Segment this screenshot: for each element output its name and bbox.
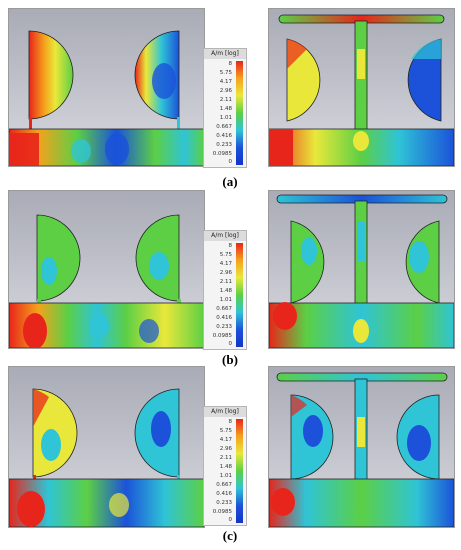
- field-plot-b-left: [9, 191, 204, 348]
- field-plot-a-right: [269, 9, 454, 166]
- colorbar-a-gradient: [236, 61, 243, 165]
- colorbar-b-tick: 0.416: [216, 315, 232, 321]
- colorbar-c-tick: 5.75: [219, 428, 232, 434]
- caption-b: (b): [222, 352, 238, 367]
- field-plot-a-left: [9, 9, 204, 166]
- colorbar-c-tick: 0.0985: [212, 509, 232, 515]
- colorbar-c-title: A/m [log]: [204, 407, 246, 417]
- colorbar-b-gradient: [236, 243, 243, 347]
- colorbar-a-tick: 5.75: [219, 70, 232, 76]
- field-plot-c-left: [9, 367, 204, 527]
- colorbar-b-tick: 5.75: [219, 252, 232, 258]
- colorbar-c-tick: 8: [228, 419, 233, 425]
- colorbar-b-title: A/m [log]: [204, 231, 246, 241]
- colorbar-b-tick: 2.11: [219, 279, 232, 285]
- colorbar-b-tick: 8: [228, 243, 233, 249]
- colorbar-c-tick: 1.01: [219, 473, 232, 479]
- colorbar-b-tick: 0.667: [216, 306, 232, 312]
- colorbar-b-tick: 4.17: [219, 261, 232, 267]
- colorbar-a: A/m [log] 8 5.75 4.17 2.96 2.11 1.48 1.0…: [203, 48, 247, 168]
- colorbar-c-gradient: [236, 419, 243, 523]
- colorbar-b-tick: 2.96: [219, 270, 232, 276]
- colorbar-c-tick: 4.17: [219, 437, 232, 443]
- colorbar-a-title: A/m [log]: [204, 49, 246, 59]
- field-plot-b-right: [269, 191, 454, 348]
- colorbar-a-tick: 8: [228, 61, 233, 67]
- colorbar-a-tick: 4.17: [219, 79, 232, 85]
- panel-c-left: [8, 366, 205, 528]
- colorbar-b-tick: 1.48: [219, 288, 232, 294]
- caption-c: (c): [222, 528, 238, 543]
- colorbar-c-tick: 1.48: [219, 464, 232, 470]
- colorbar-c: A/m [log] 8 5.75 4.17 2.96 2.11 1.48 1.0…: [203, 406, 247, 526]
- colorbar-a-tick: 0: [228, 159, 233, 165]
- colorbar-b-tick: 1.01: [219, 297, 232, 303]
- colorbar-b-tick: 0.0985: [212, 333, 232, 339]
- colorbar-a-tick: 0.0985: [212, 151, 232, 157]
- colorbar-a-tick: 2.96: [219, 88, 232, 94]
- colorbar-a-tick: 2.11: [219, 97, 232, 103]
- colorbar-c-tick: 0.416: [216, 491, 232, 497]
- colorbar-a-tick: 0.416: [216, 133, 232, 139]
- panel-c-right: [268, 366, 455, 528]
- colorbar-c-tick: 2.11: [219, 455, 232, 461]
- panel-a-left: [8, 8, 205, 167]
- caption-a: (a): [222, 174, 238, 189]
- colorbar-b: A/m [log] 8 5.75 4.17 2.96 2.11 1.48 1.0…: [203, 230, 247, 350]
- panel-a-right: [268, 8, 455, 167]
- colorbar-b-tick: 0: [228, 341, 233, 347]
- colorbar-c-tick: 0.667: [216, 482, 232, 488]
- colorbar-c-tick: 0.233: [216, 500, 232, 506]
- colorbar-c-tick: 0: [228, 517, 233, 523]
- colorbar-a-tick: 0.667: [216, 124, 232, 130]
- panel-b-left: [8, 190, 205, 349]
- colorbar-a-tick: 1.48: [219, 106, 232, 112]
- colorbar-c-tick: 2.96: [219, 446, 232, 452]
- colorbar-a-tick: 1.01: [219, 115, 232, 121]
- colorbar-a-tick: 0.233: [216, 142, 232, 148]
- colorbar-b-tick: 0.233: [216, 324, 232, 330]
- field-plot-c-right: [269, 367, 454, 527]
- panel-b-right: [268, 190, 455, 349]
